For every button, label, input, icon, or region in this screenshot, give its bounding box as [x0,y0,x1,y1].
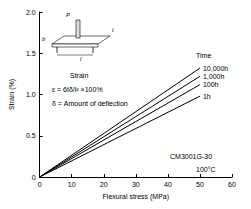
svg-text:0.5: 0.5 [26,132,36,139]
svg-text:Strain: Strain [70,72,88,79]
svg-text:1.5: 1.5 [26,50,36,57]
svg-text:0: 0 [38,181,42,188]
svg-text:Strain (%): Strain (%) [8,79,16,110]
svg-text:CM3001G-30: CM3001G-30 [170,153,212,160]
svg-text:1,000h: 1,000h [203,73,225,80]
svg-text:100h: 100h [203,81,219,88]
svg-text:20: 20 [100,181,108,188]
svg-text:P: P [66,12,70,18]
svg-text:50: 50 [196,181,204,188]
svg-text:ε = 6tδ/l² ×100%: ε = 6tδ/l² ×100% [52,86,103,93]
svg-text:60: 60 [228,181,236,188]
svg-text:40: 40 [164,181,172,188]
svg-text:2.0: 2.0 [26,9,36,16]
svg-text:l: l [80,56,82,62]
svg-text:10,000h: 10,000h [203,65,228,72]
svg-text:1h: 1h [203,93,211,100]
svg-text:b: b [42,36,46,42]
svg-text:Flexural stress (MPa): Flexural stress (MPa) [103,193,170,201]
svg-text:1.0: 1.0 [26,91,36,98]
svg-text:30: 30 [132,181,140,188]
svg-text:Time: Time [196,52,211,59]
svg-text:0: 0 [32,174,36,181]
svg-text:t: t [112,27,114,33]
svg-text:100°C: 100°C [196,166,216,173]
svg-text:δ = Amount of deflection: δ = Amount of deflection [52,100,128,107]
svg-text:10: 10 [68,181,76,188]
